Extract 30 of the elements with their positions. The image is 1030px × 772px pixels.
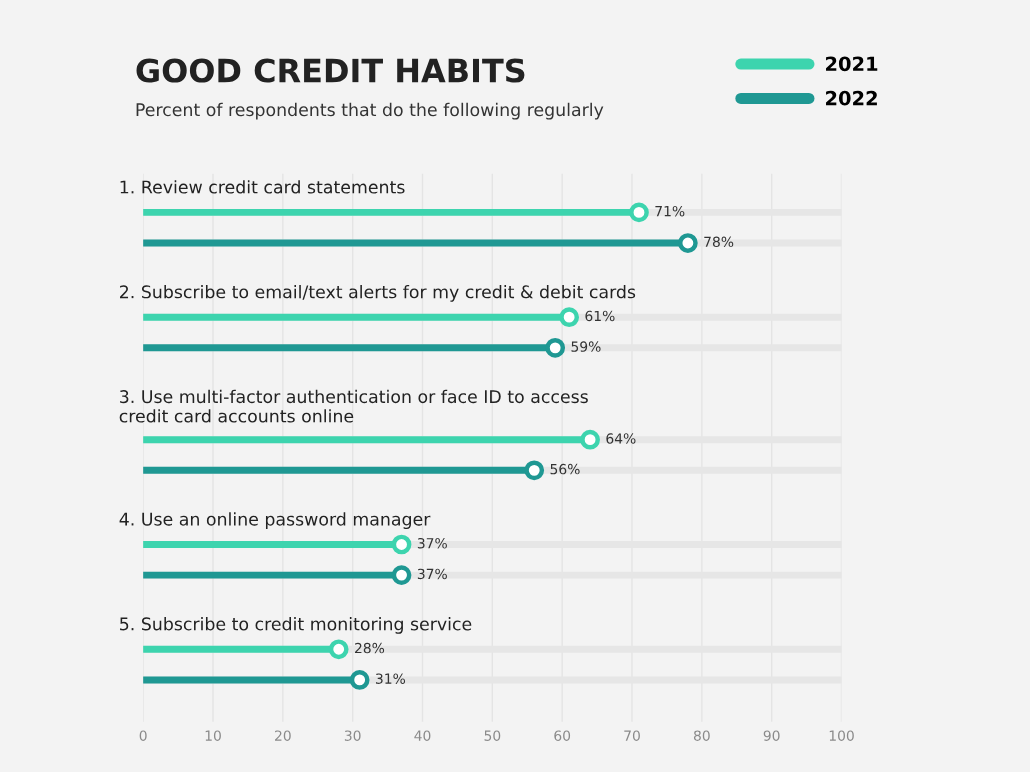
data-label: 71% — [655, 205, 685, 217]
data-label: 56% — [550, 463, 580, 475]
data-label: 64% — [606, 433, 636, 444]
x-tick-label: 70 — [624, 730, 640, 741]
data-label: 78% — [704, 236, 734, 248]
x-tick-label: 50 — [484, 730, 501, 741]
y-tick-label: 4. Use an online password manager — [119, 512, 431, 530]
y-tick-label: 1. Review credit card statements — [120, 180, 405, 194]
legend-label: 2022 — [826, 90, 877, 106]
x-tick-label: 30 — [344, 730, 361, 741]
x-tick-label: 0 — [139, 730, 147, 741]
data-label: 37% — [417, 568, 447, 580]
x-tick-label: 60 — [554, 730, 571, 741]
data-label: 61% — [585, 310, 615, 322]
legend-label: 2021 — [826, 56, 878, 72]
x-tick-label: 20 — [275, 730, 291, 741]
x-tick-label: 90 — [763, 730, 780, 741]
y-tick-label: 3. Use multi-factor authentication or face ID to access credit card accounts online — [119, 389, 588, 423]
data-label: 37% — [417, 538, 447, 549]
y-tick-label: 2. Subscribe to email/text alerts for my credit & debit cards — [120, 284, 636, 302]
x-tick-label: 10 — [205, 730, 221, 741]
data-label: 31% — [375, 673, 406, 684]
x-tick-label: 80 — [693, 730, 710, 741]
chart-title: GOOD CREDIT HABITS — [136, 58, 525, 83]
y-tick-label: 5. Subscribe to credit monitoring service — [120, 617, 472, 634]
data-label: 59% — [571, 341, 601, 352]
x-tick-label: 40 — [414, 730, 431, 741]
chart-subtitle: Percent of respondents that do the following regularly — [136, 102, 604, 120]
data-label: 28% — [355, 642, 385, 654]
x-tick-label: 100 — [829, 730, 854, 741]
